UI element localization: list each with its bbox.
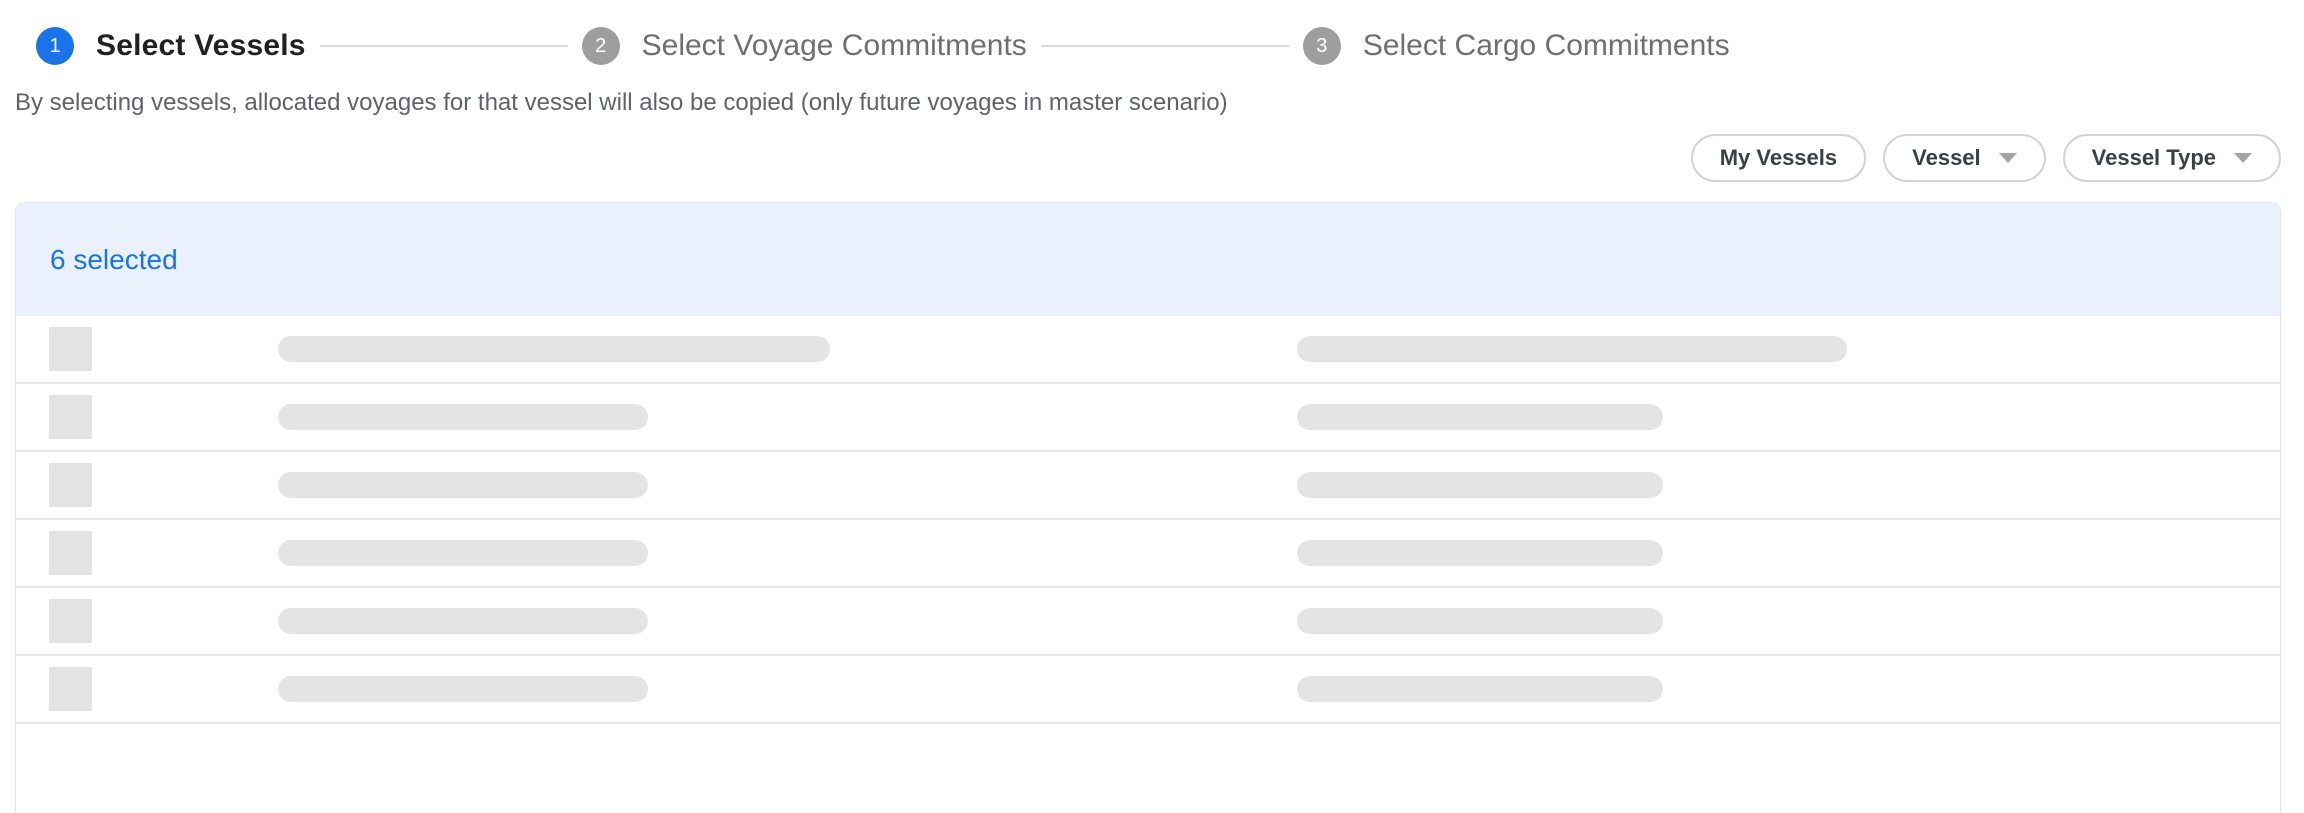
step-select-voyage-commitments[interactable]: 2 Select Voyage Commitments <box>581 27 1027 65</box>
step-select-cargo-commitments[interactable]: 3 Select Cargo Commitments <box>1302 27 1730 65</box>
step-3-circle: 3 <box>1302 27 1341 65</box>
vessel-filter-label: Vessel <box>1912 145 1981 170</box>
vessel-name-cell <box>278 676 1297 702</box>
vessel-selection-card: 6 selected <box>15 202 2281 813</box>
checkbox-cell <box>16 599 278 643</box>
vessel-type-skeleton-bar <box>1297 404 1663 430</box>
vessel-name-cell <box>278 472 1297 498</box>
vessel-table-row[interactable] <box>16 316 2280 384</box>
vessel-table-row[interactable] <box>16 384 2280 452</box>
vessel-name-skeleton-bar <box>278 676 648 702</box>
vessel-table-row[interactable] <box>16 520 2280 588</box>
vessel-type-skeleton-bar <box>1297 472 1663 498</box>
vessel-name-skeleton-bar <box>278 608 648 634</box>
filter-chip-row: My Vessels Vessel Vessel Type <box>0 134 2281 182</box>
vessel-table-body <box>16 316 2280 724</box>
step-2-label: Select Voyage Commitments <box>641 29 1027 62</box>
chevron-down-icon <box>2234 153 2252 163</box>
vessel-name-cell <box>278 540 1297 566</box>
step-select-vessels[interactable]: 1 Select Vessels <box>36 27 306 65</box>
vessel-type-cell <box>1297 336 2280 362</box>
selection-count-text: 6 selected <box>50 243 178 275</box>
stepper-hint-text: By selecting vessels, allocated voyages … <box>15 89 1228 116</box>
selection-banner: 6 selected <box>16 203 2280 316</box>
vessel-name-cell <box>278 404 1297 430</box>
vessel-table-row[interactable] <box>16 656 2280 724</box>
chevron-down-icon <box>1998 153 2017 163</box>
vessel-name-cell <box>278 336 1297 362</box>
step-connector <box>1040 45 1289 47</box>
step-1-label: Select Vessels <box>96 29 306 62</box>
my-vessels-filter-label: My Vessels <box>1719 145 1838 170</box>
vessel-type-cell <box>1297 608 2280 634</box>
vessel-filter-dropdown[interactable]: Vessel <box>1883 134 2046 182</box>
vessel-type-filter-dropdown[interactable]: Vessel Type <box>2062 134 2281 182</box>
vessel-type-cell <box>1297 676 2280 702</box>
step-2-circle: 2 <box>581 27 620 65</box>
vessel-type-skeleton-bar <box>1297 540 1663 566</box>
checkbox-skeleton[interactable] <box>49 531 92 575</box>
stepper: 1 Select Vessels 2 Select Voyage Commitm… <box>36 26 2280 66</box>
checkbox-skeleton[interactable] <box>49 599 92 643</box>
checkbox-skeleton[interactable] <box>49 463 92 507</box>
checkbox-cell <box>16 463 278 507</box>
step-1-circle: 1 <box>36 27 74 65</box>
checkbox-cell <box>16 667 278 711</box>
vessel-type-cell <box>1297 404 2280 430</box>
checkbox-skeleton[interactable] <box>49 667 92 711</box>
vessel-type-skeleton-bar <box>1297 608 1663 634</box>
checkbox-cell <box>16 531 278 575</box>
vessel-name-skeleton-bar <box>278 336 830 362</box>
checkbox-cell <box>16 327 278 371</box>
vessel-name-skeleton-bar <box>278 540 648 566</box>
checkbox-skeleton[interactable] <box>49 395 92 439</box>
checkbox-cell <box>16 395 278 439</box>
vessel-table-row[interactable] <box>16 452 2280 520</box>
vessel-name-cell <box>278 608 1297 634</box>
vessel-name-skeleton-bar <box>278 404 648 430</box>
vessel-name-skeleton-bar <box>278 472 648 498</box>
vessel-type-skeleton-bar <box>1297 336 1847 362</box>
step-connector <box>319 45 568 47</box>
vessel-type-skeleton-bar <box>1297 676 1663 702</box>
vessel-table-row[interactable] <box>16 588 2280 656</box>
step-3-label: Select Cargo Commitments <box>1362 29 1730 62</box>
checkbox-skeleton[interactable] <box>49 327 92 371</box>
vessel-type-cell <box>1297 540 2280 566</box>
vessel-type-filter-label: Vessel Type <box>2091 145 2216 170</box>
vessel-type-cell <box>1297 472 2280 498</box>
my-vessels-filter-button[interactable]: My Vessels <box>1690 134 1867 182</box>
